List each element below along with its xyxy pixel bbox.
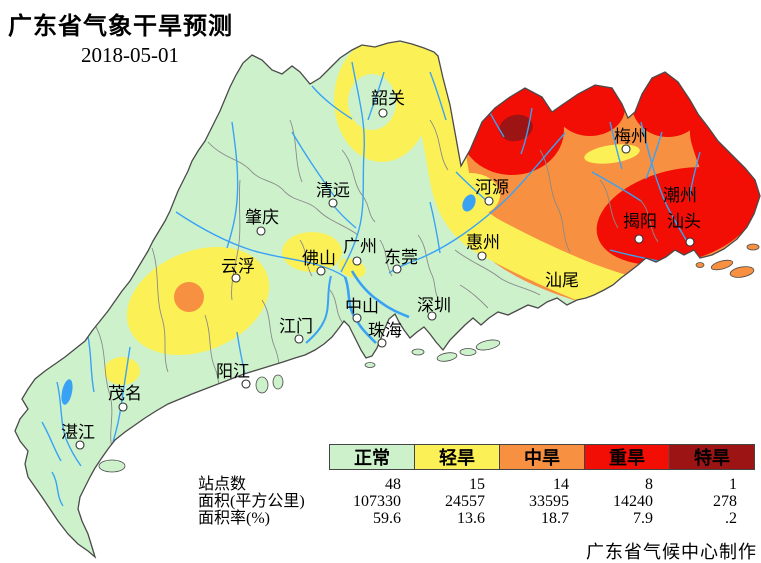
city-label-dongguan: 东莞 (384, 248, 418, 267)
stats-value: 14 (553, 476, 569, 493)
city-label-meizhou: 梅州 (614, 127, 648, 146)
river-lines (41, 61, 701, 507)
city-label-shenzhen: 深圳 (417, 296, 451, 315)
city-marker (621, 144, 631, 154)
city-marker (294, 334, 304, 344)
stats-value: 8 (645, 476, 653, 493)
page-title: 广东省气象干旱预测 (8, 13, 233, 40)
stats-row-label: 面积率(%) (198, 510, 270, 527)
city-label-huizhou: 惠州 (466, 233, 500, 252)
drought-legend: 正常 轻旱 中旱 重旱 特旱 (329, 444, 755, 470)
stats-value: 18.7 (541, 510, 569, 527)
city-marker (352, 256, 362, 266)
legend-cell-extreme: 特旱 (669, 444, 755, 470)
stats-row-label: 站点数 (198, 476, 247, 493)
stats-value: 7.9 (633, 510, 653, 527)
stats-value: 48 (385, 476, 401, 493)
city-marker (256, 226, 266, 236)
stats-value: 24557 (445, 493, 485, 510)
stats-value: .2 (725, 510, 737, 527)
city-label-yangjiang: 阳江 (216, 362, 250, 381)
stats-value: 13.6 (457, 510, 485, 527)
city-label-maoming: 茂名 (108, 384, 142, 403)
region-moderate-spot-west (174, 282, 204, 312)
city-marker (484, 196, 494, 206)
stats-value: 107330 (353, 493, 401, 510)
city-marker (685, 237, 695, 247)
city-marker (352, 313, 362, 323)
region-extreme-drought (499, 114, 533, 142)
stats-row-area-rate: 面积率(%) 59.6 13.6 18.7 7.9 .2 (198, 510, 750, 527)
legend-cell-severe: 重旱 (584, 444, 670, 470)
city-label-jieyang: 揭阳 (623, 212, 657, 231)
city-label-yunfu: 云浮 (221, 257, 255, 276)
city-label-shanwei: 汕尾 (545, 271, 579, 290)
city-marker (241, 379, 251, 389)
city-markers (75, 108, 695, 450)
city-label-zhaoqing: 肇庆 (245, 208, 279, 227)
legend-cell-normal: 正常 (329, 444, 415, 470)
city-label-heyuan: 河源 (475, 178, 509, 197)
legend-cell-light: 轻旱 (414, 444, 500, 470)
city-marker (231, 273, 241, 283)
city-marker (316, 266, 326, 276)
stats-value: 59.6 (373, 510, 401, 527)
city-marker (328, 198, 338, 208)
city-label-jiangmen: 江门 (279, 317, 313, 336)
stats-row-stations: 站点数 48 15 14 8 1 (198, 476, 750, 493)
islands (98, 243, 760, 473)
city-label-zhuhai: 珠海 (368, 321, 402, 340)
city-label-foshan: 佛山 (302, 249, 336, 268)
legend-cell-moderate: 中旱 (499, 444, 585, 470)
stats-value: 14240 (613, 493, 653, 510)
stats-value: 278 (713, 493, 737, 510)
city-marker (118, 402, 128, 412)
city-marker (634, 234, 644, 244)
producer-credit: 广东省气候中心制作 (586, 542, 757, 562)
city-label-chaozhou: 潮州 (663, 186, 697, 205)
city-marker (427, 311, 437, 321)
city-label-shantou: 汕头 (667, 212, 701, 231)
city-labels: 韶关 清远 肇庆 河源 梅州 潮州 揭阳 汕头 惠州 云浮 佛山 广州 东莞 汕… (61, 89, 701, 442)
stats-value: 33595 (529, 493, 569, 510)
forecast-date: 2018-05-01 (81, 43, 179, 67)
city-marker (477, 251, 487, 261)
drought-stats-table: 站点数 48 15 14 8 1 面积(平方公里) 107330 24557 3… (198, 476, 750, 527)
stats-row-area: 面积(平方公里) 107330 24557 33595 14240 278 (198, 493, 750, 510)
city-marker (75, 440, 85, 450)
city-label-qingyuan: 清远 (316, 181, 350, 200)
city-label-shaoguan: 韶关 (371, 89, 405, 108)
stats-value: 1 (729, 476, 737, 493)
city-label-guangzhou: 广州 (343, 237, 377, 256)
city-marker (392, 264, 402, 274)
city-marker (378, 108, 388, 118)
stats-value: 15 (469, 476, 485, 493)
city-label-zhongshan: 中山 (345, 297, 379, 316)
city-label-zhanjiang: 湛江 (61, 423, 95, 442)
stats-row-label: 面积(平方公里) (198, 493, 305, 510)
city-marker (377, 338, 387, 348)
